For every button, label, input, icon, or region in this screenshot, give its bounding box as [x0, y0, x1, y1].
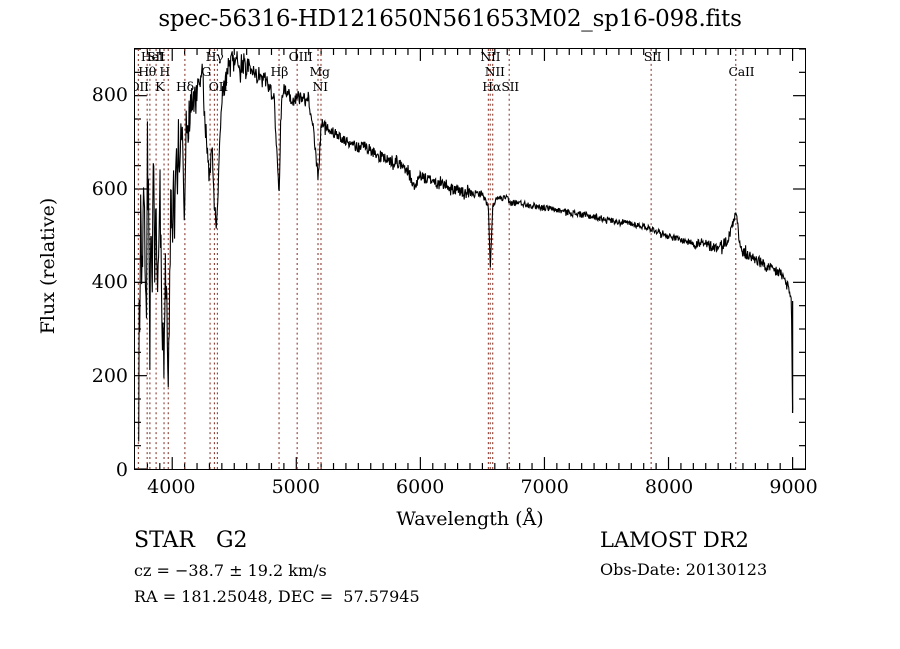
spectrum-trace — [138, 51, 794, 442]
x-tick-label: 7000 — [520, 476, 569, 498]
spectral-line-label: NII — [484, 64, 505, 79]
spectral-line-label: OII — [208, 79, 229, 94]
redshift-velocity: cz = −38.7 ± 19.2 km/s — [134, 561, 327, 580]
x-tick-label: 4000 — [147, 476, 196, 498]
spectral-line-label: Hθ — [138, 64, 157, 79]
footer-right-column: LAMOST DR2 Obs-Date: 20130123 — [600, 528, 900, 586]
spectral-line-label: NI — [312, 79, 329, 94]
spectral-line-label: Hα — [482, 79, 502, 94]
observation-date: Obs-Date: 20130123 — [600, 560, 768, 579]
y-axis-label: Flux (relative) — [37, 197, 59, 335]
spectral-line-label: HeI — [140, 49, 164, 64]
spectral-line-label: SII — [147, 49, 165, 64]
spectral-line-markers — [135, 49, 805, 469]
survey-name: LAMOST DR2 — [600, 528, 749, 552]
spectral-line-label: Hγ — [205, 49, 224, 64]
coordinates: RA = 181.25048, DEC = 57.57945 — [134, 587, 420, 606]
x-tick-label: 8000 — [644, 476, 694, 498]
object-type: STAR G2 — [134, 528, 248, 553]
spectral-line-label: H — [159, 64, 170, 79]
spectral-line-label: G — [201, 64, 211, 79]
x-axis-label: Wavelength (Å) — [396, 508, 544, 530]
spectral-line-label: SII — [643, 49, 662, 64]
x-tick-label: 9000 — [769, 476, 818, 498]
y-tick-label: 800 — [91, 83, 128, 106]
footer-left-column: STAR G2 cz = −38.7 ± 19.2 km/s RA = 181.… — [134, 528, 554, 613]
y-tick-label: 600 — [91, 177, 128, 200]
spectral-line-label: Hβ — [270, 64, 288, 79]
x-tick-label: 5000 — [271, 476, 320, 498]
spectral-line-label: OIII — [288, 49, 313, 64]
spectral-line-label: CaII — [728, 64, 755, 79]
y-tick-label: 400 — [91, 271, 128, 294]
y-tick-label: 0 — [115, 459, 128, 481]
spectral-line-label: Mg — [309, 64, 331, 79]
y-tick-label: 200 — [91, 365, 128, 388]
spectral-line-label: K — [155, 79, 165, 94]
footer-info: STAR G2 cz = −38.7 ± 19.2 km/s RA = 181.… — [0, 528, 900, 648]
page-title: spec-56316-HD121650N561653M02_sp16-098.f… — [158, 6, 742, 32]
spectral-line-label: OII — [135, 79, 149, 94]
spectral-line-label: Hδ — [176, 79, 194, 94]
x-tick-label: 6000 — [396, 476, 445, 498]
plot-area[interactable]: OIIHθHeISIIKHHδGHγOIIHβOIIINIMgNIINIIHαS… — [134, 48, 806, 470]
y-axis-tick-labels: 0 200 400 600 800 — [66, 0, 128, 649]
spectral-line-label: NII — [480, 49, 501, 64]
spectral-line-label: SII — [501, 79, 519, 94]
